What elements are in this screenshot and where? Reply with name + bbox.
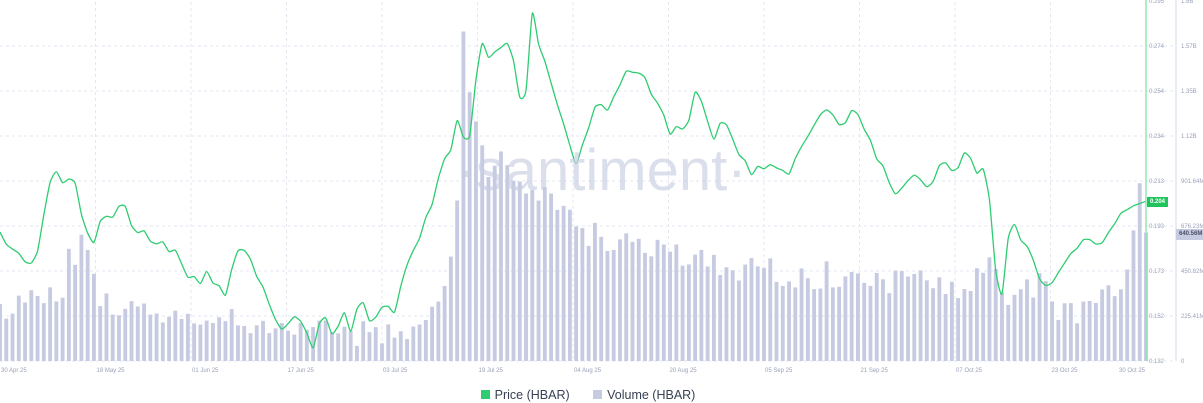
svg-text:30 Apr 25: 30 Apr 25 <box>1 368 27 374</box>
svg-text:0.173: 0.173 <box>1149 269 1165 275</box>
svg-text:0.213: 0.213 <box>1149 179 1165 185</box>
svg-text:19 Jul 25: 19 Jul 25 <box>479 368 504 374</box>
svg-text:0.132: 0.132 <box>1149 359 1165 365</box>
svg-text:0.193: 0.193 <box>1149 224 1165 230</box>
svg-text:0.152: 0.152 <box>1149 314 1165 320</box>
svg-text:03 Jul 25: 03 Jul 25 <box>383 368 408 374</box>
svg-text:07 Oct 25: 07 Oct 25 <box>956 368 983 374</box>
svg-text:23 Oct 25: 23 Oct 25 <box>1052 368 1079 374</box>
svg-text:450.82M: 450.82M <box>1181 269 1203 275</box>
svg-text:0.234: 0.234 <box>1149 134 1165 140</box>
svg-text:04 Aug 25: 04 Aug 25 <box>574 368 602 374</box>
svg-text:1.35B: 1.35B <box>1181 89 1197 95</box>
svg-text:01 Jun 25: 01 Jun 25 <box>192 368 219 374</box>
svg-text:0.295: 0.295 <box>1149 0 1165 5</box>
svg-text:1.8B: 1.8B <box>1181 0 1193 5</box>
svg-text:1.57B: 1.57B <box>1181 44 1197 50</box>
svg-text:21 Sep 25: 21 Sep 25 <box>861 368 889 374</box>
svg-text:18 May 25: 18 May 25 <box>97 368 126 374</box>
svg-text:1.12B: 1.12B <box>1181 134 1197 140</box>
svg-text:0.254: 0.254 <box>1149 89 1165 95</box>
svg-text:20 Aug 25: 20 Aug 25 <box>670 368 698 374</box>
svg-text:0.274: 0.274 <box>1149 44 1165 50</box>
svg-text:901.64M: 901.64M <box>1181 179 1203 185</box>
svg-text:30 Oct 25: 30 Oct 25 <box>1119 368 1146 374</box>
svg-text:0: 0 <box>1181 359 1185 365</box>
svg-text:225.41M: 225.41M <box>1181 314 1203 320</box>
svg-text:05 Sep 25: 05 Sep 25 <box>765 368 793 374</box>
svg-text:17 Jun 25: 17 Jun 25 <box>288 368 315 374</box>
